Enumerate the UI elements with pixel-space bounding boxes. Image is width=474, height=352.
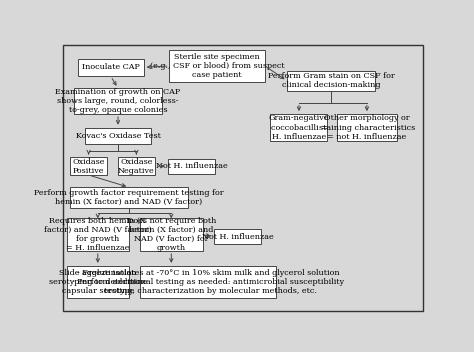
Text: Inoculate CAP: Inoculate CAP xyxy=(82,63,139,71)
FancyBboxPatch shape xyxy=(213,229,261,244)
Text: - Freeze isolates at -70°C in 10% skim milk and glycerol solution
- Perform addi: - Freeze isolates at -70°C in 10% skim m… xyxy=(72,269,344,295)
Text: Oxidase
Positive: Oxidase Positive xyxy=(73,158,105,175)
Text: Gram-negative
coccobacilli =
H. influenzae: Gram-negative coccobacilli = H. influenz… xyxy=(269,114,329,141)
FancyBboxPatch shape xyxy=(168,159,215,174)
FancyBboxPatch shape xyxy=(118,157,155,175)
Text: Examination of growth on CAP
shows large, round, colorless-
to-grey, opaque colo: Examination of growth on CAP shows large… xyxy=(55,88,181,114)
FancyBboxPatch shape xyxy=(140,266,276,298)
FancyBboxPatch shape xyxy=(140,218,202,251)
FancyBboxPatch shape xyxy=(78,58,144,76)
FancyBboxPatch shape xyxy=(287,71,375,91)
FancyBboxPatch shape xyxy=(271,114,328,141)
Text: Kovac's Oxidase Test: Kovac's Oxidase Test xyxy=(75,132,161,140)
Text: Slide agglutination
serotyping to determine
capsular serotype: Slide agglutination serotyping to determ… xyxy=(49,269,147,295)
FancyBboxPatch shape xyxy=(70,157,107,175)
Text: Oxidase
Negative: Oxidase Negative xyxy=(118,158,155,175)
Text: Sterile site specimen
(e.g., CSF or blood) from suspect
case patient: Sterile site specimen (e.g., CSF or bloo… xyxy=(150,53,284,79)
FancyBboxPatch shape xyxy=(63,45,423,310)
Text: Does not require both
hemin (X factor) and
NAD (V factor) for
growth: Does not require both hemin (X factor) a… xyxy=(127,217,216,252)
Text: Not H. influenzae: Not H. influenzae xyxy=(155,162,228,170)
Text: Perform Gram stain on CSF for
clinical decision-making: Perform Gram stain on CSF for clinical d… xyxy=(268,72,394,89)
FancyBboxPatch shape xyxy=(66,266,129,298)
FancyBboxPatch shape xyxy=(337,114,397,141)
FancyBboxPatch shape xyxy=(169,50,265,82)
FancyBboxPatch shape xyxy=(74,88,162,114)
Text: Perform growth factor requirement testing for
hemin (X factor) and NAD (V factor: Perform growth factor requirement testin… xyxy=(34,189,224,206)
FancyBboxPatch shape xyxy=(85,128,151,144)
Text: Not H. influenzae: Not H. influenzae xyxy=(201,233,273,241)
FancyBboxPatch shape xyxy=(70,187,188,208)
Text: Other morphology or
staining characteristics
= not H. influenzae: Other morphology or staining characteris… xyxy=(319,114,415,141)
FancyBboxPatch shape xyxy=(66,218,129,251)
Text: Requires both hemin (X
factor) and NAD (V factor)
for growth
= H. influenzae: Requires both hemin (X factor) and NAD (… xyxy=(44,217,152,252)
